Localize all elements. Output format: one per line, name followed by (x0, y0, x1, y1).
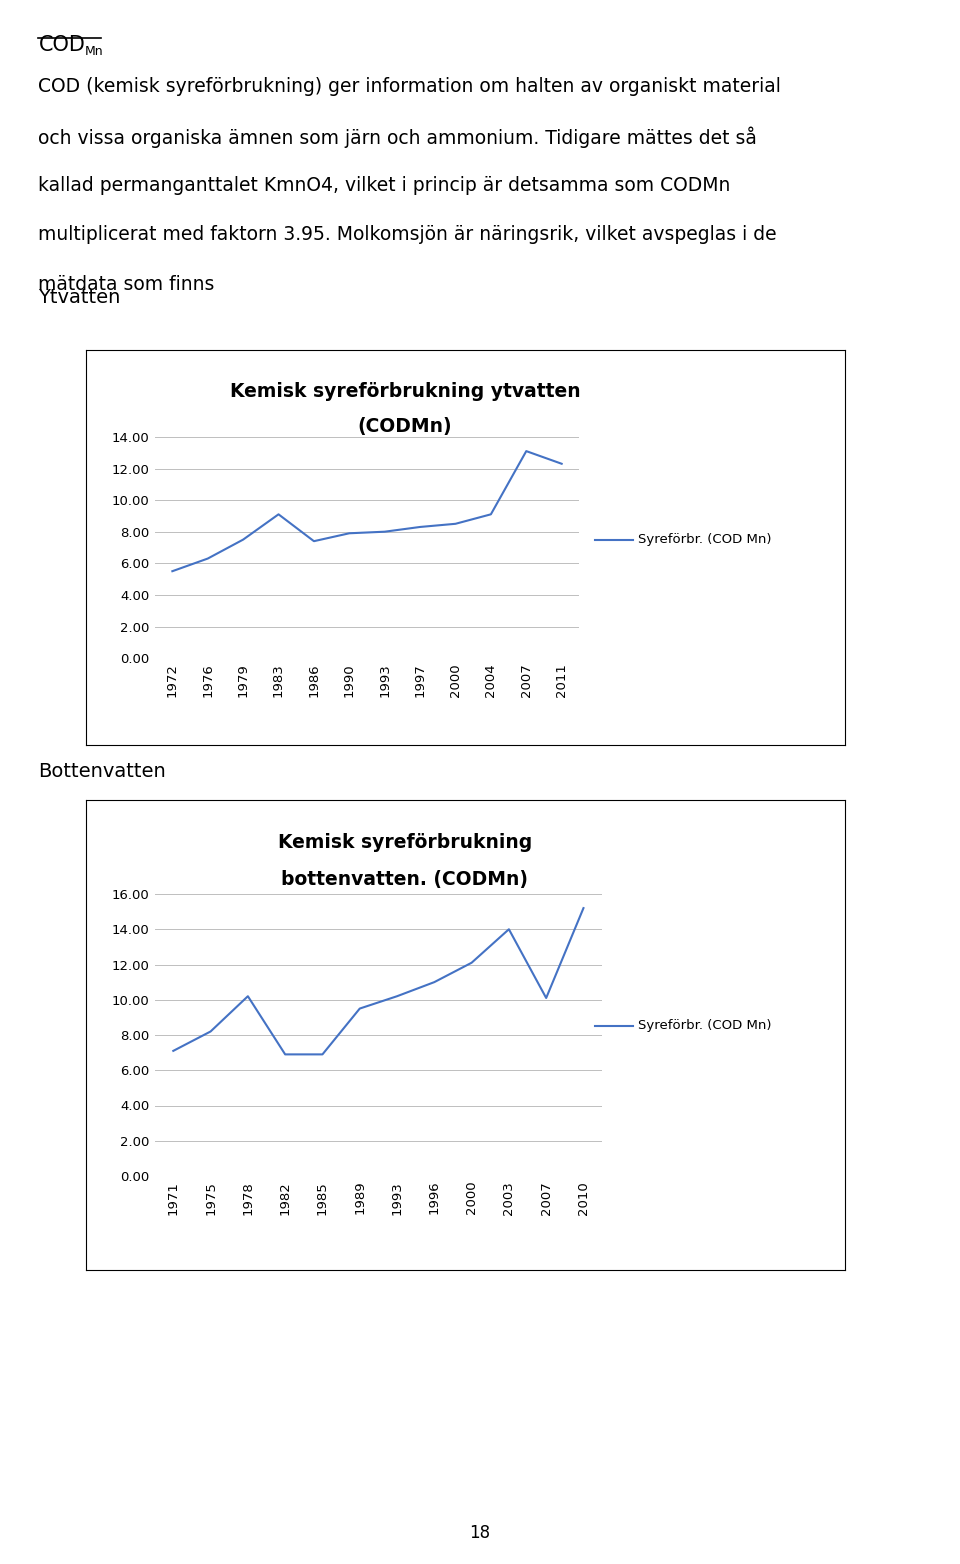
Text: Bottenvatten: Bottenvatten (38, 762, 166, 780)
Text: mätdata som finns: mätdata som finns (38, 275, 215, 294)
Text: Ytvatten: Ytvatten (38, 288, 121, 307)
Text: COD (kemisk syreförbrukning) ger information om halten av organiskt material: COD (kemisk syreförbrukning) ger informa… (38, 77, 781, 95)
Text: Kemisk syreförbrukning ytvatten: Kemisk syreförbrukning ytvatten (229, 382, 580, 400)
Text: Kemisk syreförbrukning: Kemisk syreförbrukning (277, 834, 532, 852)
Text: 18: 18 (469, 1523, 491, 1542)
Text: och vissa organiska ämnen som järn och ammonium. Tidigare mättes det så: och vissa organiska ämnen som järn och a… (38, 127, 757, 147)
Text: Mn: Mn (84, 45, 103, 58)
Text: COD: COD (38, 34, 85, 55)
Text: multiplicerat med faktorn 3.95. Molkomsjön är näringsrik, vilket avspeglas i de: multiplicerat med faktorn 3.95. Molkomsj… (38, 225, 777, 244)
Text: (CODMn): (CODMn) (358, 418, 452, 436)
Text: kallad permanganttalet KmnO4, vilket i princip är detsamma som CODMn: kallad permanganttalet KmnO4, vilket i p… (38, 175, 731, 196)
Text: Syreförbr. (COD Mn): Syreförbr. (COD Mn) (637, 1020, 771, 1032)
Text: Syreförbr. (COD Mn): Syreförbr. (COD Mn) (637, 533, 771, 546)
Text: bottenvatten. (CODMn): bottenvatten. (CODMn) (281, 871, 528, 890)
